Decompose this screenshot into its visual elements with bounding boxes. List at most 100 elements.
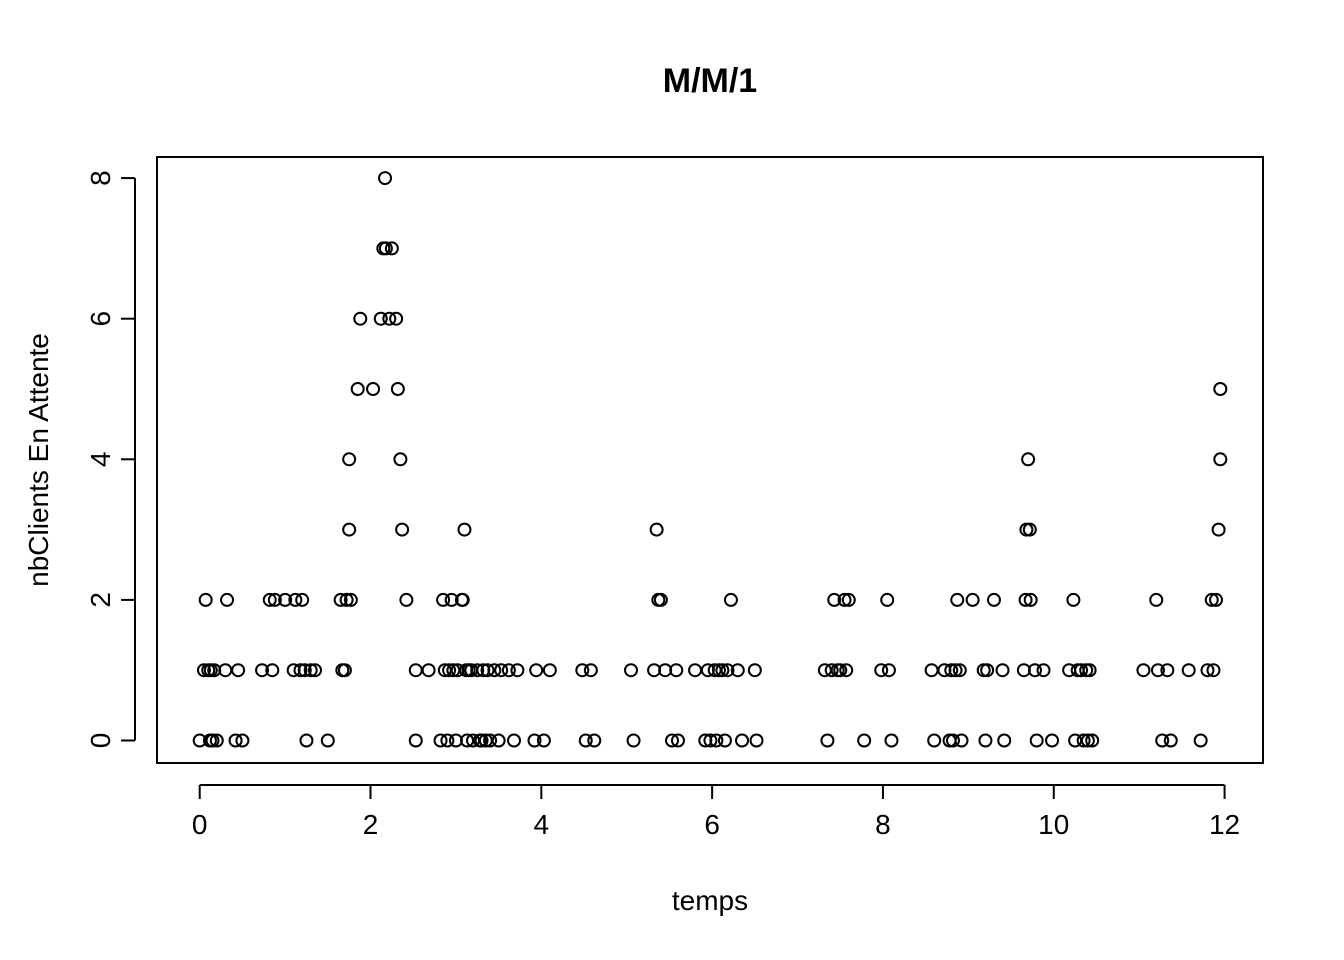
data-point [837, 592, 852, 607]
x-tick-label: 8 [875, 809, 891, 840]
data-point [669, 663, 684, 678]
data-point [749, 733, 764, 748]
x-tick-label: 4 [534, 809, 550, 840]
data-point [950, 592, 965, 607]
data-point [196, 663, 211, 678]
data-point [841, 592, 856, 607]
data-point [945, 733, 960, 748]
x-tick-label: 2 [363, 809, 379, 840]
data-point [337, 663, 352, 678]
data-point [1163, 733, 1178, 748]
data-point [205, 733, 220, 748]
data-point [487, 663, 502, 678]
x-tick-label: 10 [1038, 809, 1069, 840]
data-point [433, 733, 448, 748]
data-point [339, 592, 354, 607]
data-point [343, 592, 358, 607]
data-point [723, 592, 738, 607]
data-point [1204, 592, 1219, 607]
data-point [1036, 663, 1051, 678]
data-point [1027, 663, 1042, 678]
data-point [378, 171, 393, 186]
data-point [1211, 522, 1226, 537]
chart-title: M/M/1 [663, 62, 757, 100]
y-axis-label: nbClients En Attente [23, 333, 54, 587]
data-point [536, 733, 551, 748]
data-point [824, 663, 839, 678]
data-point [978, 733, 993, 748]
data-point [506, 733, 521, 748]
data-point [501, 663, 516, 678]
data-point [262, 592, 277, 607]
data-point [709, 733, 724, 748]
data-point [827, 592, 842, 607]
data-points [192, 171, 1228, 748]
data-point [1136, 663, 1151, 678]
data-point [457, 522, 472, 537]
data-point [255, 663, 270, 678]
data-point [1213, 452, 1228, 467]
data-point [980, 663, 995, 678]
data-point [455, 592, 470, 607]
data-point [220, 592, 235, 607]
data-point [436, 592, 451, 607]
data-point [1209, 592, 1224, 607]
data-point [350, 381, 365, 396]
data-point [442, 663, 457, 678]
data-point [209, 733, 224, 748]
data-point [730, 663, 745, 678]
data-point [857, 733, 872, 748]
y-tick-label: 4 [85, 452, 116, 468]
data-point [1029, 733, 1044, 748]
x-axis-label: temps [672, 885, 748, 916]
data-point [720, 663, 735, 678]
data-point [1018, 592, 1033, 607]
data-point [965, 592, 980, 607]
data-point [510, 663, 525, 678]
data-point [1045, 733, 1060, 748]
data-point [587, 733, 602, 748]
data-point [529, 663, 544, 678]
data-point [1155, 733, 1170, 748]
data-point [393, 452, 408, 467]
data-point [884, 733, 899, 748]
data-point [948, 663, 963, 678]
data-point [440, 733, 455, 748]
data-point [881, 663, 896, 678]
data-point [378, 241, 393, 256]
data-point [295, 592, 310, 607]
data-point [715, 663, 730, 678]
data-point [231, 663, 246, 678]
data-point [626, 733, 641, 748]
data-point [303, 663, 318, 678]
data-point [342, 522, 357, 537]
data-point [228, 733, 243, 748]
data-point [1213, 381, 1228, 396]
y-tick-label: 2 [85, 592, 116, 608]
data-point [703, 733, 718, 748]
data-point [578, 733, 593, 748]
data-point [390, 381, 405, 396]
data-point [198, 592, 213, 607]
data-point [995, 663, 1010, 678]
data-point [299, 733, 314, 748]
data-point [952, 663, 967, 678]
data-point [308, 663, 322, 678]
data-point [235, 733, 250, 748]
data-point [1193, 733, 1208, 748]
data-point [735, 733, 750, 748]
data-point [924, 663, 939, 678]
data-point [353, 311, 368, 326]
data-point [649, 522, 664, 537]
data-point [1080, 733, 1095, 748]
data-point [1206, 663, 1221, 678]
data-point [408, 733, 423, 748]
data-point [395, 522, 410, 537]
data-point [389, 311, 404, 326]
data-point [542, 663, 557, 678]
data-point [527, 733, 542, 748]
y-tick-label: 6 [85, 311, 116, 327]
y-tick-label: 8 [85, 170, 116, 186]
data-point [267, 592, 282, 607]
